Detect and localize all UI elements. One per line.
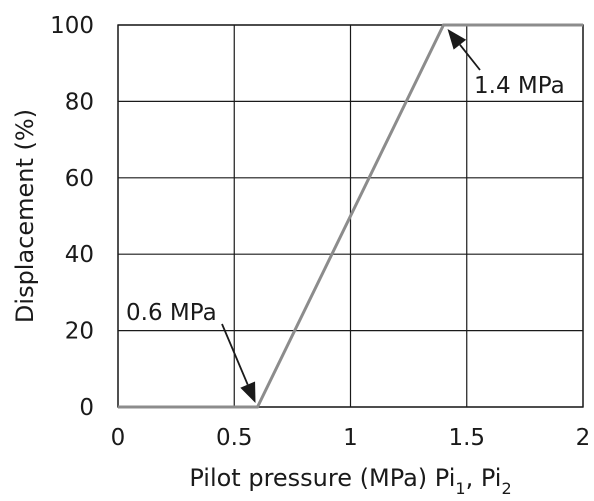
- y-tick-label: 40: [65, 242, 94, 268]
- chart-annotations: 0.6 MPa 1.4 MPa: [124, 29, 582, 403]
- x-tick-label: 1.5: [448, 425, 485, 451]
- x-axis-title: Pilot pressure (MPa) Pi1, Pi2: [189, 464, 511, 498]
- annotation-label: 0.6 MPa: [126, 300, 217, 326]
- y-axis-title: Displacement (%): [11, 109, 39, 323]
- y-tick-label: 0: [79, 395, 94, 421]
- plot-frame: [117, 24, 584, 408]
- annotation-label: 1.4 MPa: [474, 73, 565, 99]
- x-tick-labels: 0 0.5 1 1.5 2: [111, 425, 591, 451]
- x-tick-label: 1: [343, 425, 358, 451]
- x-axis-title-separator: , Pi: [466, 464, 502, 492]
- y-tick-labels: 0 20 40 60 80 100: [50, 13, 94, 421]
- x-axis-title-subscript-1: 1: [455, 479, 465, 498]
- annotation-label-bg: [472, 69, 582, 99]
- x-axis-title-subscript-2: 2: [501, 479, 511, 498]
- x-tick-label: 0: [111, 425, 126, 451]
- y-tick-label: 20: [65, 319, 94, 345]
- x-tick-label: 0.5: [216, 425, 253, 451]
- series-line: [118, 23, 583, 409]
- annotation-arrow-shaft: [221, 323, 249, 385]
- y-tick-label: 100: [50, 13, 94, 39]
- annotation-label-bg: [124, 296, 232, 326]
- y-tick-label: 80: [65, 89, 94, 115]
- y-tick-label: 60: [65, 166, 94, 192]
- annotation-arrow-shaft: [459, 44, 481, 71]
- annotation-arrow-head: [447, 29, 467, 50]
- chart-series: [118, 23, 583, 409]
- annotation-arrow-head: [240, 381, 256, 403]
- x-tick-label: 2: [576, 425, 591, 451]
- x-axis-title-main: Pilot pressure (MPa) Pi: [189, 464, 455, 492]
